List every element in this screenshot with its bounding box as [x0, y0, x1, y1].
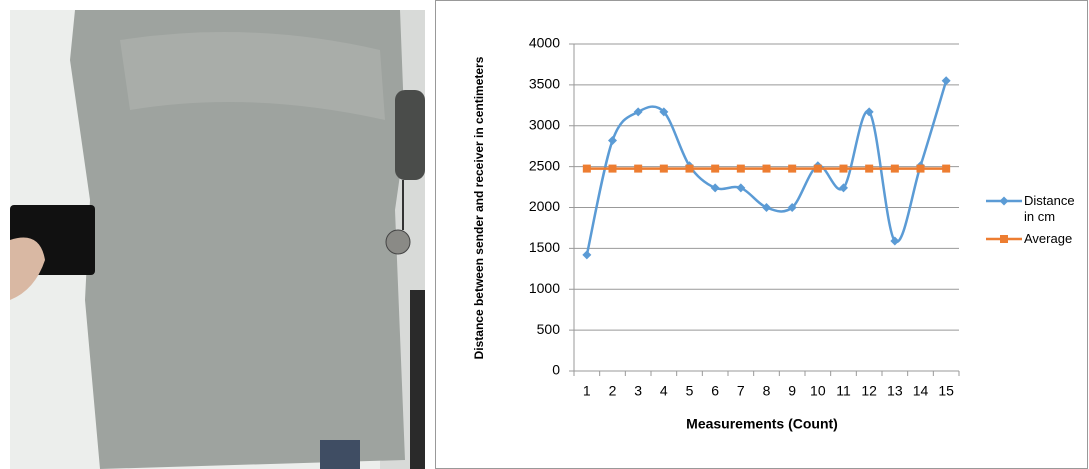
x-tick-label: 12 [861, 383, 877, 399]
x-tick-label: 2 [609, 383, 617, 399]
marker [582, 164, 591, 173]
legend-item: Distance in cm [984, 193, 1086, 225]
marker [788, 164, 797, 173]
x-tick-label: 11 [836, 383, 851, 399]
x-axis-title: Measurements (Count) [686, 416, 838, 432]
y-tick-label: 0 [552, 362, 560, 378]
y-tick-label: 500 [537, 321, 561, 337]
marker [633, 107, 643, 117]
x-tick-label: 9 [788, 383, 796, 399]
jeans [320, 440, 360, 469]
x-tick-label: 1 [583, 383, 591, 399]
marker [762, 164, 771, 173]
receiver [385, 229, 411, 255]
y-tick-label: 2000 [529, 198, 560, 214]
marker [839, 164, 848, 173]
marker [839, 183, 848, 193]
marker [582, 250, 592, 260]
y-axis-title: Distance between sender and receiver in … [472, 56, 486, 359]
marker [890, 236, 900, 246]
x-tick-label: 14 [913, 383, 929, 399]
marker [711, 164, 720, 173]
arm [395, 90, 425, 180]
x-tick-label: 6 [711, 383, 719, 399]
x-tick-label: 15 [938, 383, 954, 399]
x-tick-label: 5 [686, 383, 694, 399]
y-tick-label: 1500 [529, 239, 560, 255]
marker [890, 164, 899, 173]
marker [710, 183, 720, 193]
strap [410, 290, 425, 469]
marker [813, 164, 822, 173]
photo [10, 10, 425, 469]
marker [941, 76, 951, 86]
marker [787, 203, 797, 212]
marker [736, 164, 745, 173]
marker [608, 135, 617, 145]
x-tick-label: 3 [634, 383, 642, 399]
marker [864, 107, 874, 117]
legend-item: Average [984, 231, 1086, 247]
hand [10, 237, 45, 300]
x-tick-label: 7 [737, 383, 745, 399]
legend-label: Average [1024, 231, 1073, 246]
x-tick-label: 10 [810, 383, 826, 399]
marker [762, 203, 771, 212]
sweater [70, 10, 405, 469]
marker [659, 164, 668, 173]
y-tick-label: 2500 [529, 157, 560, 173]
y-tick-label: 3000 [529, 116, 560, 132]
y-tick-label: 1000 [529, 280, 560, 296]
legend-swatch [986, 235, 1022, 243]
marker [659, 107, 669, 117]
marker [685, 164, 694, 173]
y-tick-label: 3500 [529, 76, 560, 92]
marker [608, 164, 617, 173]
x-tick-label: 8 [763, 383, 771, 399]
y-tick-label: 4000 [529, 35, 560, 51]
x-tick-label: 13 [887, 383, 903, 399]
marker [865, 164, 874, 173]
legend: Distance in cm Average [984, 193, 1086, 253]
legend-label: Distance in cm [1024, 193, 1075, 224]
legend-swatch [986, 196, 1022, 206]
marker [942, 164, 951, 173]
marker [736, 183, 746, 193]
marker [634, 164, 643, 173]
sweater-shade [120, 32, 385, 120]
chart-frame [435, 0, 1088, 469]
marker [916, 164, 925, 173]
x-tick-label: 4 [660, 383, 668, 399]
